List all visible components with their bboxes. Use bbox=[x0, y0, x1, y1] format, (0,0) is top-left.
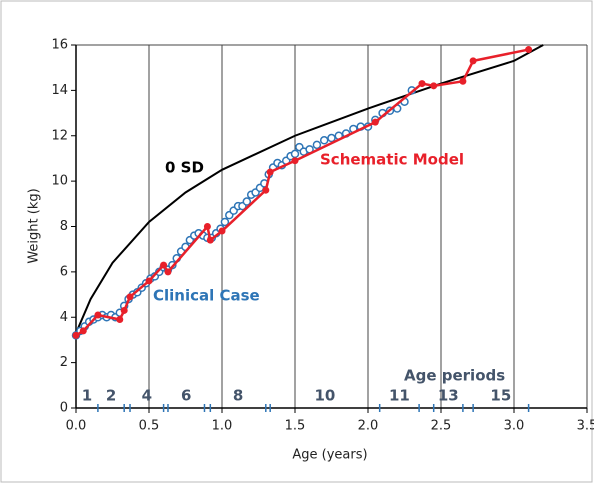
x-tick-label: 1.0 bbox=[212, 419, 233, 434]
y-tick-label: 16 bbox=[51, 38, 68, 53]
x-axis-label: Age (years) bbox=[292, 448, 367, 463]
data-point bbox=[525, 46, 533, 54]
data-point bbox=[290, 149, 300, 159]
y-tick-label: 6 bbox=[60, 264, 68, 279]
data-point bbox=[418, 80, 426, 88]
data-point bbox=[126, 293, 134, 301]
period-label: 15 bbox=[490, 387, 511, 405]
y-tick-label: 2 bbox=[60, 355, 68, 370]
period-label: 8 bbox=[233, 387, 243, 405]
data-point bbox=[72, 331, 80, 339]
data-point bbox=[430, 82, 438, 90]
period-label: 13 bbox=[438, 387, 459, 405]
data-point bbox=[203, 223, 211, 230]
y-tick-label: 4 bbox=[60, 310, 68, 325]
data-point bbox=[312, 140, 322, 150]
y-tick-label: 10 bbox=[51, 174, 68, 189]
data-point bbox=[242, 197, 252, 206]
data-point bbox=[160, 261, 168, 269]
data-point bbox=[220, 217, 230, 227]
data-point bbox=[371, 118, 379, 126]
y-tick-label: 14 bbox=[51, 83, 68, 98]
x-tick-label: 2.5 bbox=[431, 419, 452, 434]
series-label-0sd: 0 SD bbox=[165, 159, 204, 177]
y-tick-label: 12 bbox=[51, 128, 68, 143]
period-label: 4 bbox=[142, 387, 152, 405]
period-label: 11 bbox=[389, 387, 410, 405]
series-label-model: Schematic Model bbox=[320, 151, 464, 169]
y-tick-label: 0 bbox=[60, 401, 68, 416]
data-point bbox=[79, 327, 87, 335]
x-tick-label: 0.5 bbox=[139, 419, 160, 434]
data-point bbox=[262, 186, 270, 194]
data-point bbox=[266, 168, 274, 176]
series-label-clinical: Clinical Case bbox=[153, 287, 260, 305]
data-point bbox=[218, 227, 226, 235]
series-line bbox=[75, 48, 529, 337]
data-point bbox=[459, 77, 467, 85]
data-point bbox=[291, 157, 299, 165]
x-tick-label: 2.0 bbox=[358, 419, 379, 434]
data-point bbox=[94, 311, 102, 319]
age-periods-title: Age periods bbox=[404, 367, 505, 385]
data-point bbox=[206, 236, 214, 244]
data-point bbox=[120, 306, 128, 314]
period-label: 1 bbox=[82, 387, 92, 405]
data-point bbox=[164, 268, 172, 276]
y-axis-label: Weight (kg) bbox=[27, 188, 42, 263]
data-point bbox=[116, 316, 124, 324]
data-point bbox=[145, 277, 153, 285]
data-point bbox=[319, 136, 329, 145]
x-tick-label: 0.0 bbox=[66, 419, 87, 434]
series-line bbox=[75, 44, 544, 334]
data-point bbox=[469, 57, 477, 65]
x-tick-label: 3.0 bbox=[504, 419, 525, 434]
data-point bbox=[327, 133, 336, 143]
x-tick-label: 3.5 bbox=[577, 419, 594, 434]
period-label: 10 bbox=[314, 387, 335, 405]
period-label: 2 bbox=[106, 387, 116, 405]
x-tick-label: 1.5 bbox=[285, 419, 306, 434]
period-label: 6 bbox=[181, 387, 191, 405]
y-tick-label: 8 bbox=[60, 219, 68, 234]
